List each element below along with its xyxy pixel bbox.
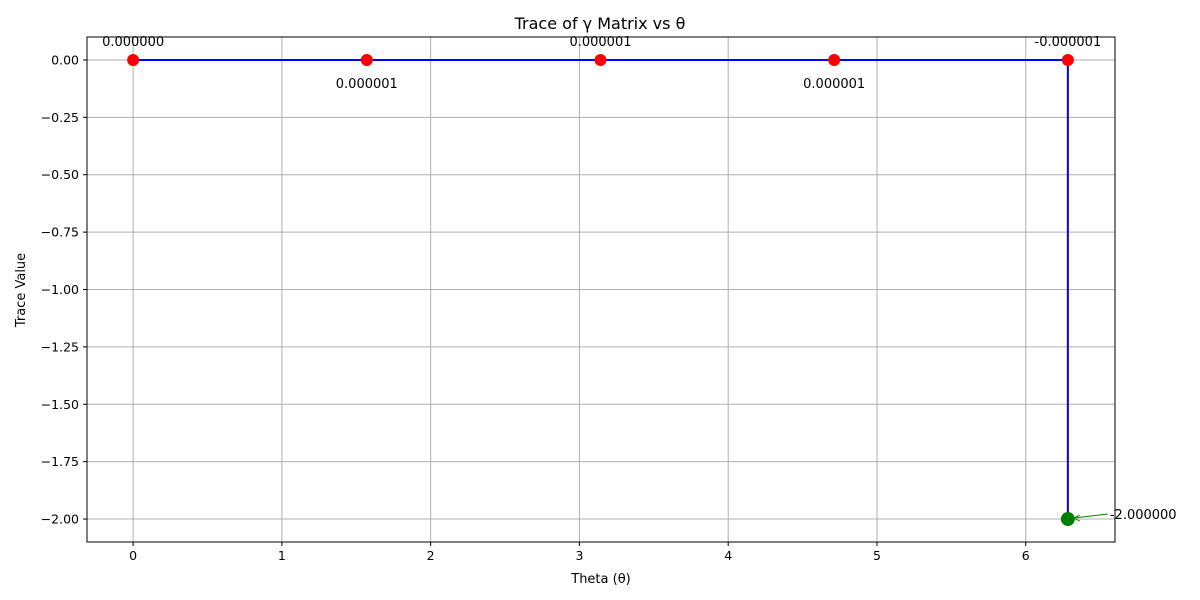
chart-title: Trace of γ Matrix vs θ: [514, 14, 686, 33]
data-label: 0.000001: [803, 77, 865, 92]
x-tick-label: 5: [873, 548, 881, 563]
series-layer: [133, 58, 1069, 520]
tick-layer: 0 1 2 3 4 5 6 0.00 −0.25 −0.50 −0.75 −1.00 −1.25 −1.5…: [41, 52, 1030, 563]
data-point: [360, 53, 373, 66]
annotation-arrowhead: [1072, 514, 1081, 522]
point-layer: 0.000000 0.000001 0.000001 0.000001 -0.00000…: [102, 35, 1177, 527]
data-point: [1061, 53, 1074, 66]
data-label: 0.000001: [569, 35, 631, 50]
y-tick-label: −1.50: [41, 397, 79, 412]
data-label: -0.000001: [1035, 35, 1102, 50]
data-point: [127, 53, 140, 66]
highlight-point: [1060, 512, 1075, 527]
highlight-label: -2.000000: [1110, 508, 1177, 523]
y-tick-label: −1.00: [41, 282, 79, 297]
series-line: [133, 58, 1069, 520]
y-tick-label: −0.50: [41, 167, 79, 182]
y-tick-label: −1.75: [41, 454, 79, 469]
x-tick-label: 1: [278, 548, 286, 563]
data-label: 0.000000: [102, 35, 164, 50]
data-label: 0.000001: [336, 77, 398, 92]
y-tick-label: −0.75: [41, 225, 79, 240]
y-tick-label: −2.00: [41, 512, 79, 527]
grid: [87, 37, 1115, 542]
y-axis-label: Trace Value: [14, 253, 29, 328]
x-tick-label: 4: [724, 548, 732, 563]
x-tick-label: 6: [1022, 548, 1030, 563]
y-tick-label: −0.25: [41, 110, 79, 125]
y-tick-label: 0.00: [51, 52, 79, 67]
x-tick-label: 2: [427, 548, 435, 563]
x-tick-label: 0: [129, 548, 137, 563]
x-tick-label: 3: [575, 548, 583, 563]
y-tick-label: −1.25: [41, 339, 79, 354]
data-point: [828, 53, 841, 66]
annotation-arrow: [1073, 513, 1108, 519]
data-point: [594, 53, 607, 66]
x-axis-label: Theta (θ): [570, 572, 630, 587]
